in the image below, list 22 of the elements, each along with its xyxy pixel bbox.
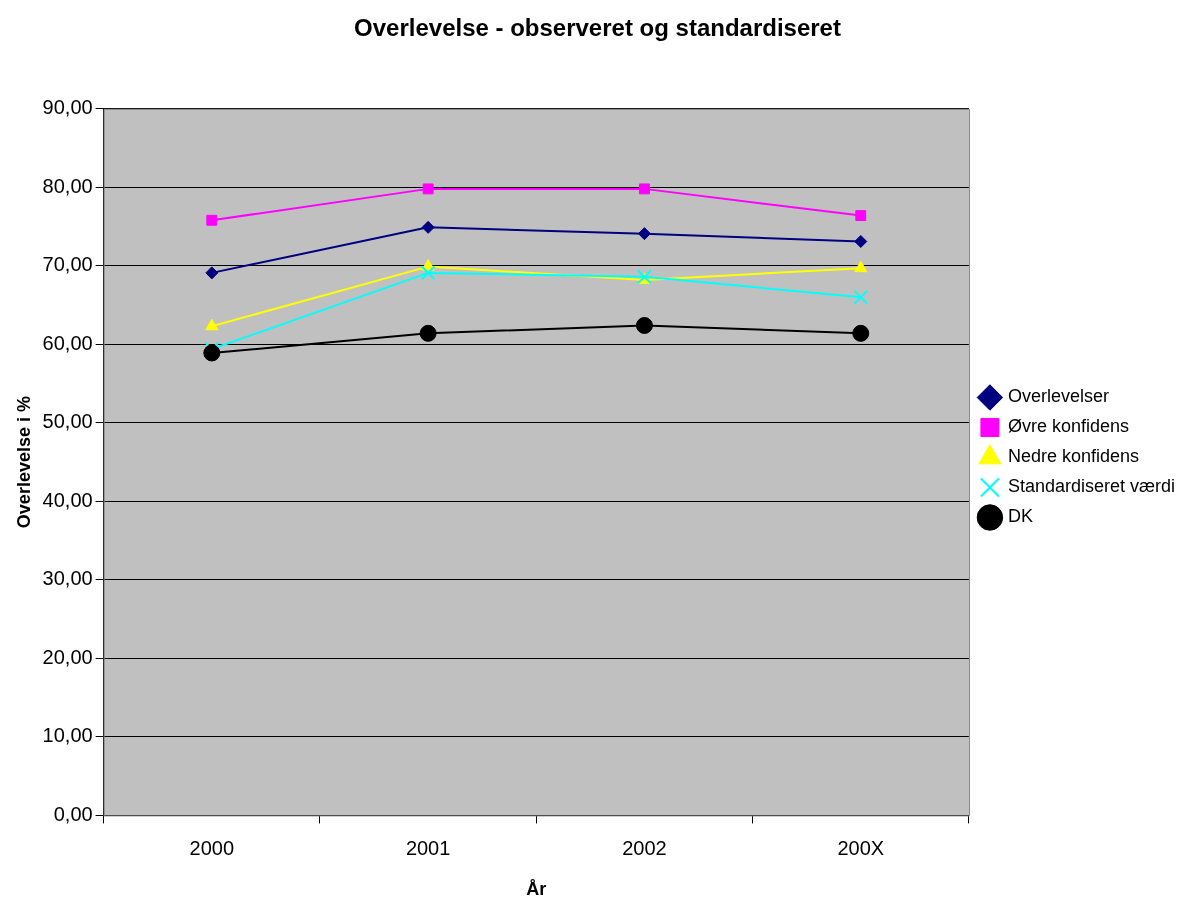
y-tick-label: 70,00 bbox=[42, 253, 93, 276]
y-axis-title: Overlevelse i % bbox=[13, 396, 34, 529]
x-tick-label: 2001 bbox=[405, 836, 451, 859]
y-tick-label: 30,00 bbox=[42, 567, 93, 590]
legend-label: Nedre konfidens bbox=[1007, 446, 1140, 467]
y-tick-label: 80,00 bbox=[42, 174, 93, 197]
legend-label: Standardiseret værdi bbox=[1007, 476, 1176, 497]
y-tick-label: 20,00 bbox=[42, 645, 93, 668]
y-tick-label: 40,00 bbox=[42, 488, 93, 511]
y-tick-label: 0,00 bbox=[53, 802, 93, 825]
y-tick-label: 90,00 bbox=[42, 96, 93, 119]
y-tick-label: 50,00 bbox=[42, 410, 93, 433]
x-axis-title: År bbox=[526, 879, 547, 900]
y-tick-label: 10,00 bbox=[42, 724, 93, 747]
x-tick-label: 2002 bbox=[622, 836, 667, 859]
legend-label: Øvre konfidens bbox=[1007, 416, 1129, 437]
y-tick-label: 60,00 bbox=[42, 331, 93, 354]
x-tick-label: 200X bbox=[837, 836, 885, 859]
x-tick-label: 2000 bbox=[189, 836, 235, 859]
legend-label: DK bbox=[1007, 506, 1033, 527]
legend-label: Overlevelser bbox=[1007, 386, 1109, 407]
chart-title: Overlevelse - observeret og standardiseret bbox=[354, 14, 841, 42]
